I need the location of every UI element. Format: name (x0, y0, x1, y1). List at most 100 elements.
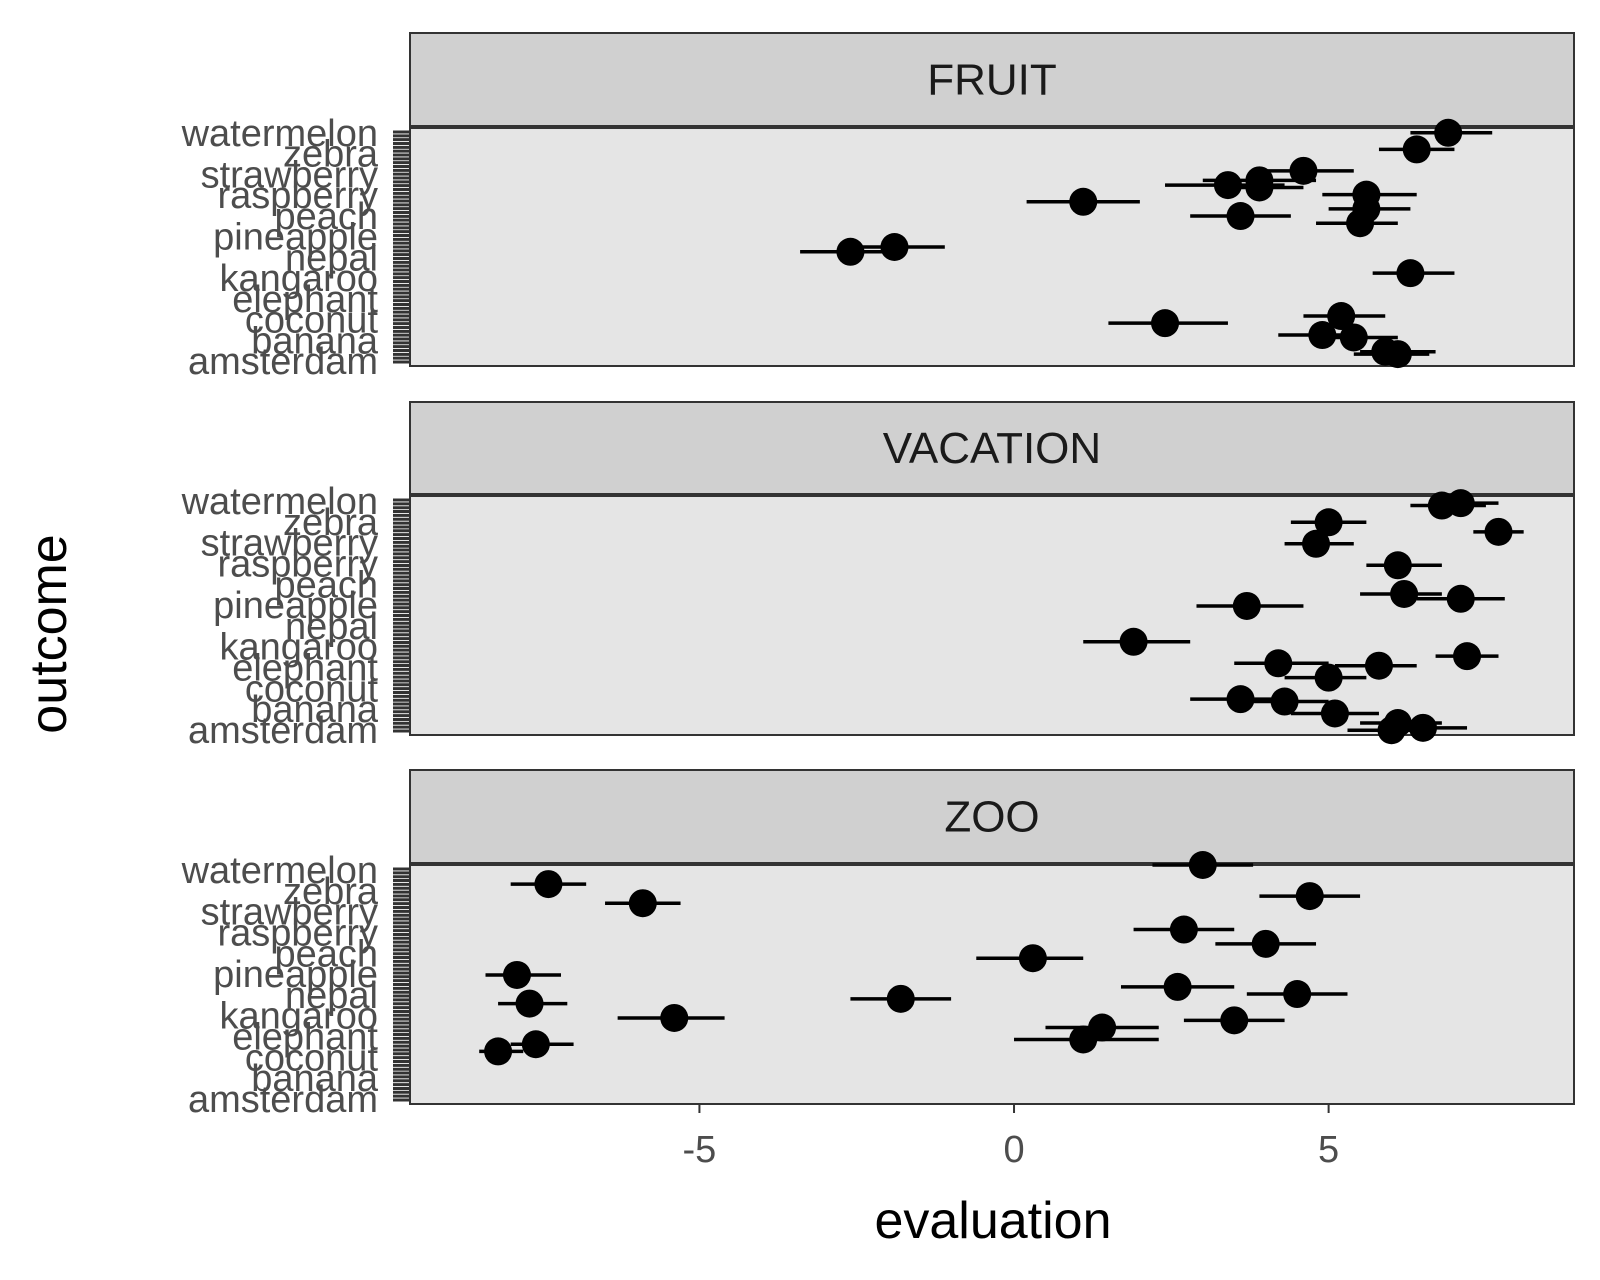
data-point (1226, 202, 1255, 231)
data-point (484, 1037, 513, 1066)
data-point (886, 984, 915, 1013)
data-point (534, 870, 563, 899)
y-tick-label: amsterdam (188, 710, 378, 752)
y-axis-title: outcome (20, 534, 78, 733)
y-tick-label: peach (274, 196, 378, 238)
y-tick-label: peach (274, 564, 378, 606)
data-point (1232, 591, 1261, 620)
strip-fruit (409, 32, 1575, 127)
data-point (1151, 309, 1180, 338)
y-tick-label: amsterdam (188, 341, 378, 383)
facet-fruit: FRUIT watermelonzebrastrawberryraspberryp… (181, 32, 1575, 383)
data-point (1220, 1006, 1249, 1035)
data-point (1295, 882, 1324, 911)
data-point (1302, 529, 1331, 558)
y-tick-label: banana (251, 320, 379, 362)
strip-label-vacation: VACATION (883, 424, 1101, 473)
x-axis: -5 0 5 (683, 1104, 1339, 1171)
y-ticks-vacation (393, 498, 410, 733)
data-point (502, 960, 531, 989)
x-tick-label: -5 (683, 1129, 717, 1171)
data-point (660, 1003, 689, 1032)
y-tick-label: pineapple (213, 954, 378, 996)
data-point (1245, 173, 1274, 202)
y-labels-vacation: watermelonzebrastrawberryraspberrypeachp… (181, 481, 379, 752)
data-point (836, 237, 865, 266)
y-tick-label: pineapple (213, 217, 378, 259)
x-tick-label: 5 (1318, 1129, 1339, 1171)
data-point (1226, 685, 1255, 714)
y-tick-label: raspberry (218, 912, 379, 954)
data-point (1308, 321, 1337, 350)
y-tick-label: kangaroo (220, 258, 378, 300)
data-point (1377, 716, 1406, 745)
strip-label-fruit: FRUIT (927, 56, 1057, 105)
points-fruit (800, 118, 1493, 369)
data-point (1270, 687, 1299, 716)
facet-vacation: VACATION watermelonzebrastrawberryraspber… (181, 401, 1575, 752)
points-zoo (479, 851, 1361, 1066)
strip-zoo (409, 769, 1575, 864)
data-point (1163, 972, 1192, 1001)
points-vacation (1083, 489, 1524, 745)
data-point (1264, 649, 1293, 678)
y-tick-label: nepal (285, 606, 378, 648)
data-point (515, 989, 544, 1018)
y-tick-label: nepal (285, 237, 378, 279)
data-point (1402, 135, 1431, 164)
data-point (1408, 713, 1437, 742)
data-point (1427, 491, 1456, 520)
data-point (1283, 980, 1312, 1009)
y-tick-label: zebra (283, 871, 379, 913)
data-point (1314, 508, 1343, 537)
y-tick-label: strawberry (201, 892, 378, 934)
facet-panels: FRUITwatermelonzebrastrawberryraspberryp… (181, 32, 1575, 1121)
strip-label-zoo: ZOO (944, 793, 1039, 842)
y-tick-label: raspberry (218, 175, 379, 217)
x-axis-title: evaluation (874, 1192, 1111, 1250)
y-tick-label: elephant (232, 648, 378, 690)
y-tick-label: watermelon (181, 481, 378, 523)
facet-zoo: ZOO watermelonzebrastrawberryraspberrypea… (181, 769, 1575, 1121)
y-labels-zoo: watermelonzebrastrawberryraspberrypeachp… (181, 850, 379, 1121)
data-point (1484, 517, 1513, 546)
data-point (521, 1030, 550, 1059)
data-point (1339, 323, 1368, 352)
data-point (1213, 171, 1242, 200)
data-point (1396, 259, 1425, 288)
data-point (1453, 642, 1482, 671)
data-point (1018, 944, 1047, 973)
data-point (1327, 302, 1356, 331)
y-tick-label: kangaroo (220, 996, 378, 1038)
panel-bg-vacation (409, 495, 1575, 736)
data-point (1346, 209, 1375, 238)
data-point (1383, 340, 1412, 369)
y-tick-label: watermelon (181, 113, 378, 155)
y-tick-label: coconut (245, 1037, 379, 1079)
y-tick-label: amsterdam (188, 1079, 378, 1121)
data-point (628, 889, 657, 918)
data-point (1434, 118, 1463, 147)
data-point (1446, 584, 1475, 613)
y-tick-label: elephant (232, 1017, 378, 1059)
panel-bg-fruit (409, 127, 1575, 367)
y-ticks-fruit (393, 130, 410, 364)
y-tick-label: nepal (285, 975, 378, 1017)
data-point (1069, 1025, 1098, 1054)
data-point (1169, 915, 1198, 944)
y-tick-label: banana (251, 1058, 379, 1100)
y-tick-label: watermelon (181, 850, 378, 892)
data-point (1251, 929, 1280, 958)
x-tick-label: 0 (1003, 1129, 1024, 1171)
y-tick-label: coconut (245, 668, 379, 710)
y-tick-label: raspberry (218, 543, 379, 585)
y-tick-label: strawberry (201, 523, 378, 565)
data-point (1320, 699, 1349, 728)
data-point (1289, 156, 1318, 185)
y-tick-label: kangaroo (220, 627, 378, 669)
y-tick-label: coconut (245, 300, 379, 342)
panel-bg-zoo (409, 864, 1575, 1105)
y-tick-label: zebra (283, 502, 379, 544)
y-labels-fruit: watermelonzebrastrawberryraspberrypeachp… (181, 113, 379, 383)
